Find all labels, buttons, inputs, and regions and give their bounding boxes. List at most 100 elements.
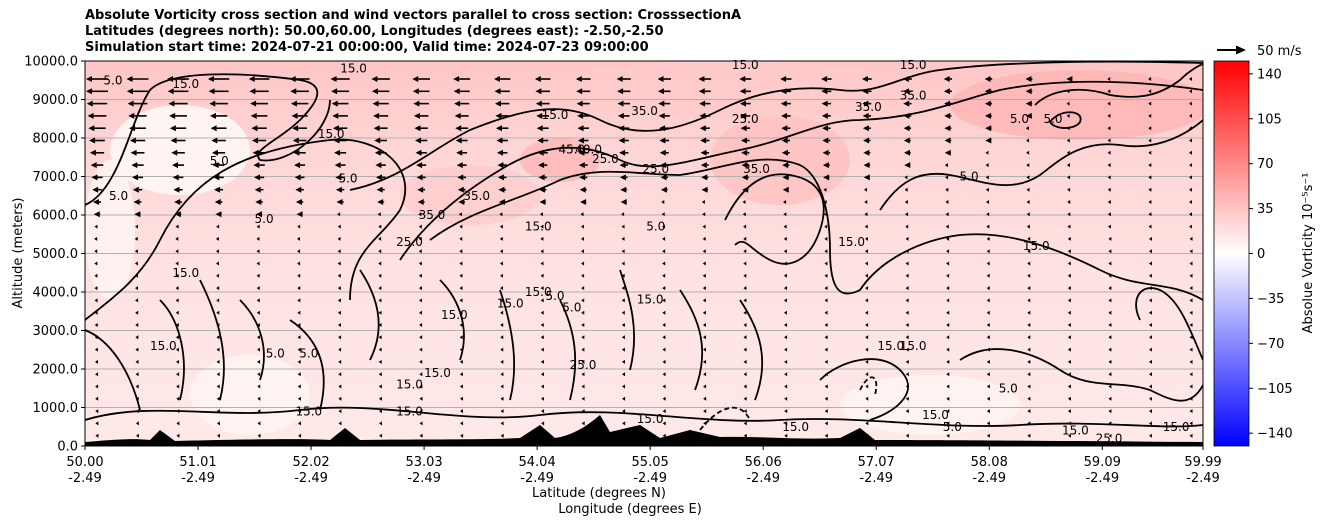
wind-vector bbox=[1108, 433, 1112, 438]
wind-vector bbox=[94, 273, 98, 278]
wind-vector bbox=[621, 310, 625, 315]
contour-line bbox=[349, 61, 1203, 191]
wind-vector bbox=[657, 88, 671, 95]
wind-vector bbox=[1148, 200, 1152, 204]
wind-vector bbox=[540, 310, 544, 315]
wind-vector bbox=[1107, 224, 1111, 229]
wind-vector bbox=[658, 100, 671, 107]
wind-vector bbox=[289, 76, 310, 82]
wind-vector bbox=[495, 100, 510, 107]
wind-vector bbox=[1067, 187, 1071, 192]
wind-vector bbox=[1027, 273, 1031, 278]
wind-vector bbox=[248, 76, 270, 82]
contour-label: 15.0 bbox=[877, 339, 904, 353]
wind-vector bbox=[212, 149, 226, 156]
wind-vector bbox=[578, 149, 589, 156]
wind-vector bbox=[780, 88, 792, 95]
wind-vector bbox=[863, 149, 871, 156]
wind-vector bbox=[1107, 212, 1111, 217]
wind-vector bbox=[459, 224, 463, 229]
wind-vector bbox=[904, 149, 911, 156]
wind-vectors bbox=[86, 76, 1193, 438]
contour-label: 35.0 bbox=[463, 189, 490, 203]
wind-vector bbox=[575, 76, 591, 82]
wind-vector bbox=[459, 249, 463, 254]
wind-vector bbox=[1189, 150, 1192, 155]
wind-vector bbox=[781, 125, 791, 132]
wind-vector bbox=[702, 249, 706, 254]
wind-vector bbox=[1067, 359, 1071, 364]
wind-vector bbox=[902, 76, 912, 82]
wind-vector bbox=[210, 125, 227, 132]
wind-vector bbox=[821, 88, 832, 95]
wind-vector bbox=[782, 162, 790, 169]
wind-vector bbox=[175, 236, 179, 241]
wind-vector bbox=[374, 137, 387, 144]
wind-vector bbox=[414, 125, 428, 132]
wind-vector bbox=[298, 433, 302, 438]
wind-vector bbox=[1189, 77, 1192, 81]
wind-vector bbox=[986, 335, 990, 340]
wind-vector bbox=[702, 273, 706, 278]
x-tick-label-lon: -2.49 bbox=[746, 471, 780, 486]
wind-vector bbox=[86, 100, 108, 107]
wind-vector bbox=[459, 273, 463, 278]
wind-vector bbox=[1108, 347, 1112, 352]
wind-vector bbox=[621, 298, 625, 303]
wind-vector bbox=[1148, 298, 1152, 303]
wind-vector bbox=[1067, 372, 1071, 377]
wind-vector bbox=[946, 249, 950, 254]
wind-vector bbox=[1025, 112, 1033, 119]
wind-vector bbox=[536, 125, 549, 132]
wind-vector bbox=[417, 199, 425, 205]
wind-vector bbox=[175, 224, 179, 229]
wind-vector bbox=[702, 298, 706, 303]
wind-vector bbox=[861, 76, 872, 82]
wind-vector bbox=[662, 433, 666, 438]
wind-vector bbox=[338, 335, 342, 340]
wind-vector bbox=[93, 211, 101, 218]
wind-vector bbox=[743, 347, 747, 352]
wind-vector bbox=[905, 359, 909, 364]
wind-vector bbox=[379, 421, 383, 426]
wind-vector bbox=[905, 236, 909, 241]
wind-vector bbox=[459, 310, 463, 315]
x-axis-label-longitude: Longitude (degrees E) bbox=[558, 502, 702, 517]
wind-vector bbox=[743, 409, 747, 414]
wind-vector bbox=[419, 359, 423, 364]
contour-label: 45.0 bbox=[558, 143, 585, 157]
wind-vector bbox=[1026, 187, 1030, 192]
wind-vector bbox=[256, 224, 260, 229]
wind-vector bbox=[986, 433, 990, 438]
wind-vector bbox=[622, 396, 626, 401]
wind-vector bbox=[702, 261, 706, 266]
wind-vector bbox=[254, 186, 264, 193]
wind-vector bbox=[1027, 236, 1031, 241]
wind-vector bbox=[500, 421, 504, 426]
contour-line bbox=[724, 173, 825, 265]
wind-vector bbox=[1148, 126, 1152, 131]
wind-vector bbox=[176, 433, 180, 438]
wind-vector bbox=[699, 125, 710, 132]
wind-vector bbox=[1189, 273, 1193, 278]
wind-vector bbox=[1108, 298, 1112, 303]
wind-vector bbox=[581, 323, 585, 327]
wind-vector bbox=[257, 384, 261, 389]
wind-vector bbox=[376, 186, 385, 193]
wind-vector bbox=[984, 88, 993, 95]
contour-label: 5.0 bbox=[1010, 112, 1029, 126]
wind-vector bbox=[419, 433, 423, 438]
wind-vector bbox=[496, 149, 508, 156]
wind-vector bbox=[903, 112, 912, 119]
wind-vector bbox=[129, 137, 146, 144]
wind-vector bbox=[698, 76, 712, 82]
wind-vector bbox=[134, 236, 138, 241]
wind-vector bbox=[174, 199, 182, 205]
wind-vector bbox=[378, 372, 382, 377]
wind-vector bbox=[946, 421, 950, 426]
contour-label: 15.0 bbox=[1023, 239, 1050, 253]
wind-vector bbox=[621, 261, 625, 266]
wind-vector bbox=[905, 323, 909, 327]
wind-vector bbox=[824, 335, 828, 340]
wind-vector bbox=[1027, 335, 1031, 340]
